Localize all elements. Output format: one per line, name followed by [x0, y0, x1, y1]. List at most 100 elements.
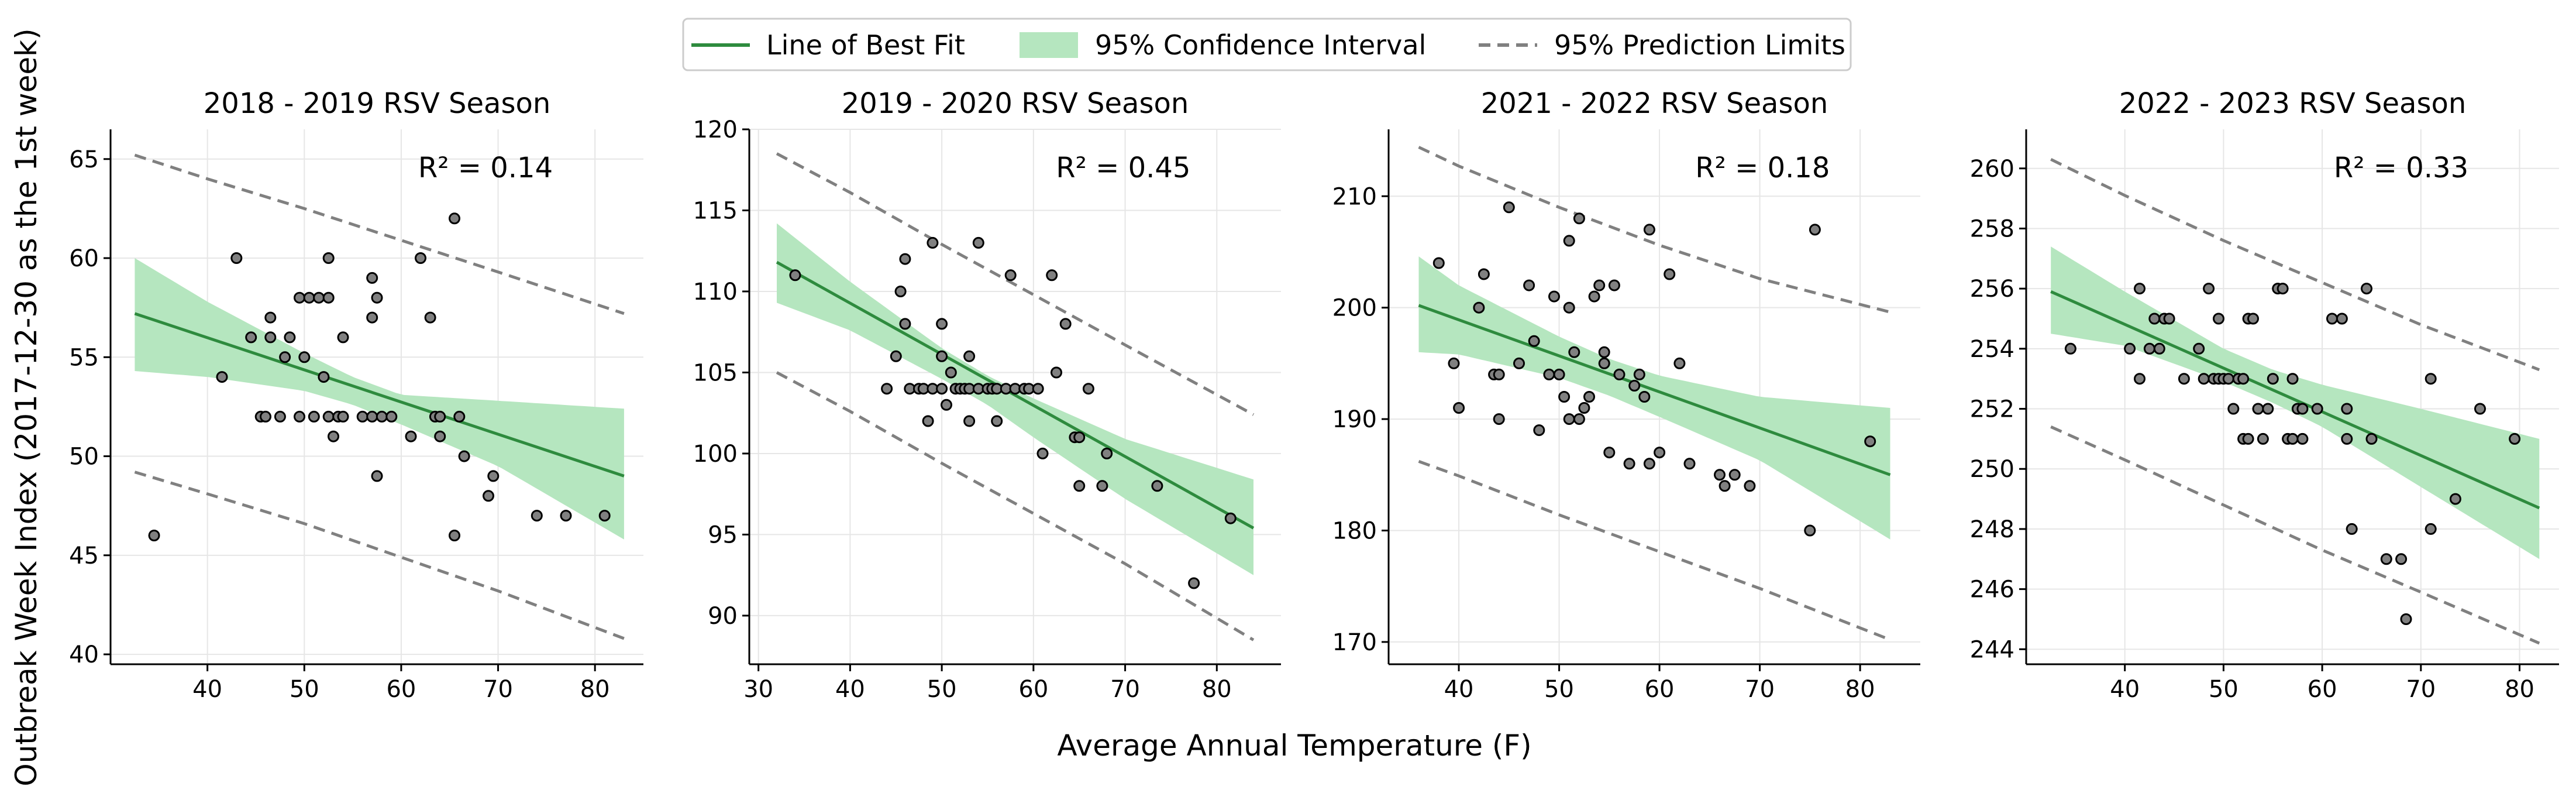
data-point [1032, 383, 1044, 395]
data-point [1513, 357, 1525, 369]
data-point [337, 410, 349, 423]
y-tick-label: 120 [693, 116, 738, 143]
data-point [434, 410, 446, 423]
data-point [1528, 335, 1540, 347]
x-tick-label: 50 [2209, 676, 2238, 703]
data-point [405, 430, 417, 442]
data-point [1051, 366, 1062, 379]
panel-title: 2018 - 2019 RSV Season [204, 87, 551, 120]
data-point [2242, 432, 2254, 445]
data-point [1588, 290, 1600, 303]
data-point [2380, 553, 2392, 565]
data-point [264, 331, 277, 344]
data-point [1864, 435, 1876, 448]
y-tick-label: 40 [69, 641, 99, 668]
data-point [2449, 493, 2461, 505]
data-point [1563, 235, 1575, 247]
data-point [298, 351, 311, 363]
y-tick-label: 200 [1332, 295, 1377, 322]
data-point [1563, 301, 1575, 314]
data-point [1448, 357, 1460, 369]
data-point [1809, 224, 1821, 236]
data-point [1473, 301, 1485, 314]
data-point [322, 252, 335, 264]
y-tick-label: 105 [693, 359, 738, 386]
data-point [366, 311, 378, 324]
data-point [1573, 212, 1585, 225]
x-tick-label: 60 [1645, 676, 1675, 703]
confidence-interval-band [135, 258, 624, 540]
x-tick-label: 80 [1202, 676, 1232, 703]
data-point [1643, 224, 1655, 236]
data-point [2277, 283, 2289, 295]
best-fit-line [134, 312, 625, 478]
data-point [1478, 268, 1490, 280]
data-point [598, 510, 611, 522]
data-point [2311, 403, 2323, 415]
y-tick-label: 248 [1970, 516, 2014, 543]
data-point [2124, 342, 2136, 355]
data-point [789, 269, 801, 282]
data-point [1633, 368, 1645, 380]
data-point [2336, 313, 2348, 325]
data-point [2296, 403, 2309, 415]
y-tick-label: 254 [1970, 336, 2014, 363]
data-point [216, 371, 228, 383]
panel-title: 2022 - 2023 RSV Season [2119, 87, 2467, 120]
data-point [560, 510, 572, 522]
data-point [1664, 268, 1676, 280]
data-point [2286, 432, 2299, 445]
data-point [318, 371, 330, 383]
data-point [2257, 432, 2269, 445]
y-tick-label: 260 [1970, 156, 2014, 183]
data-point [284, 331, 296, 344]
data-point [2134, 283, 2145, 295]
y-axis-label: Outbreak Week Index (2017-12-30 as the 1… [9, 28, 43, 786]
x-tick-label: 70 [1110, 676, 1140, 703]
data-point [1583, 391, 1595, 403]
legend-pi-label: 95% Prediction Limits [1554, 29, 1845, 61]
data-point [941, 399, 952, 411]
x-tick-label: 30 [743, 676, 773, 703]
legend-ci-swatch [1020, 32, 1078, 58]
data-point [2286, 373, 2299, 385]
data-point [2365, 432, 2378, 445]
y-tick-label: 180 [1332, 518, 1377, 545]
data-point [366, 272, 378, 284]
y-tick-label: 244 [1970, 636, 2014, 663]
data-point [2346, 523, 2358, 535]
data-point [1683, 458, 1696, 470]
y-tick-label: 65 [69, 146, 99, 173]
data-point [2148, 313, 2161, 325]
prediction-limit-upper [1418, 146, 1891, 314]
x-tick-label: 40 [1444, 676, 1474, 703]
data-point [322, 410, 335, 423]
legend: Line of Best Fit 95% Confidence Interval… [682, 18, 1852, 71]
data-point [1432, 257, 1445, 269]
data-point [1598, 346, 1610, 358]
x-tick-label: 40 [835, 676, 865, 703]
data-point [963, 350, 976, 362]
data-point [972, 236, 984, 249]
x-tick-label: 80 [580, 676, 610, 703]
data-point [2262, 403, 2274, 415]
data-point [1628, 380, 1641, 392]
data-point [1638, 391, 1651, 403]
legend-ci-label: 95% Confidence Interval [1095, 29, 1426, 61]
data-point [936, 318, 948, 330]
data-point [1096, 480, 1108, 492]
data-point [922, 415, 934, 427]
prediction-limit-lower [134, 471, 625, 640]
data-point [945, 366, 957, 379]
r-squared-annotation: R² = 0.45 [1056, 152, 1190, 184]
y-tick-label: 90 [708, 603, 738, 630]
data-point [890, 350, 902, 362]
data-point [1578, 402, 1590, 414]
data-point [1073, 480, 1086, 492]
legend-frame [682, 18, 1852, 71]
data-point [148, 530, 160, 541]
y-tick-label: 50 [69, 444, 99, 471]
data-point [2237, 373, 2250, 385]
y-tick-label: 60 [69, 245, 99, 272]
